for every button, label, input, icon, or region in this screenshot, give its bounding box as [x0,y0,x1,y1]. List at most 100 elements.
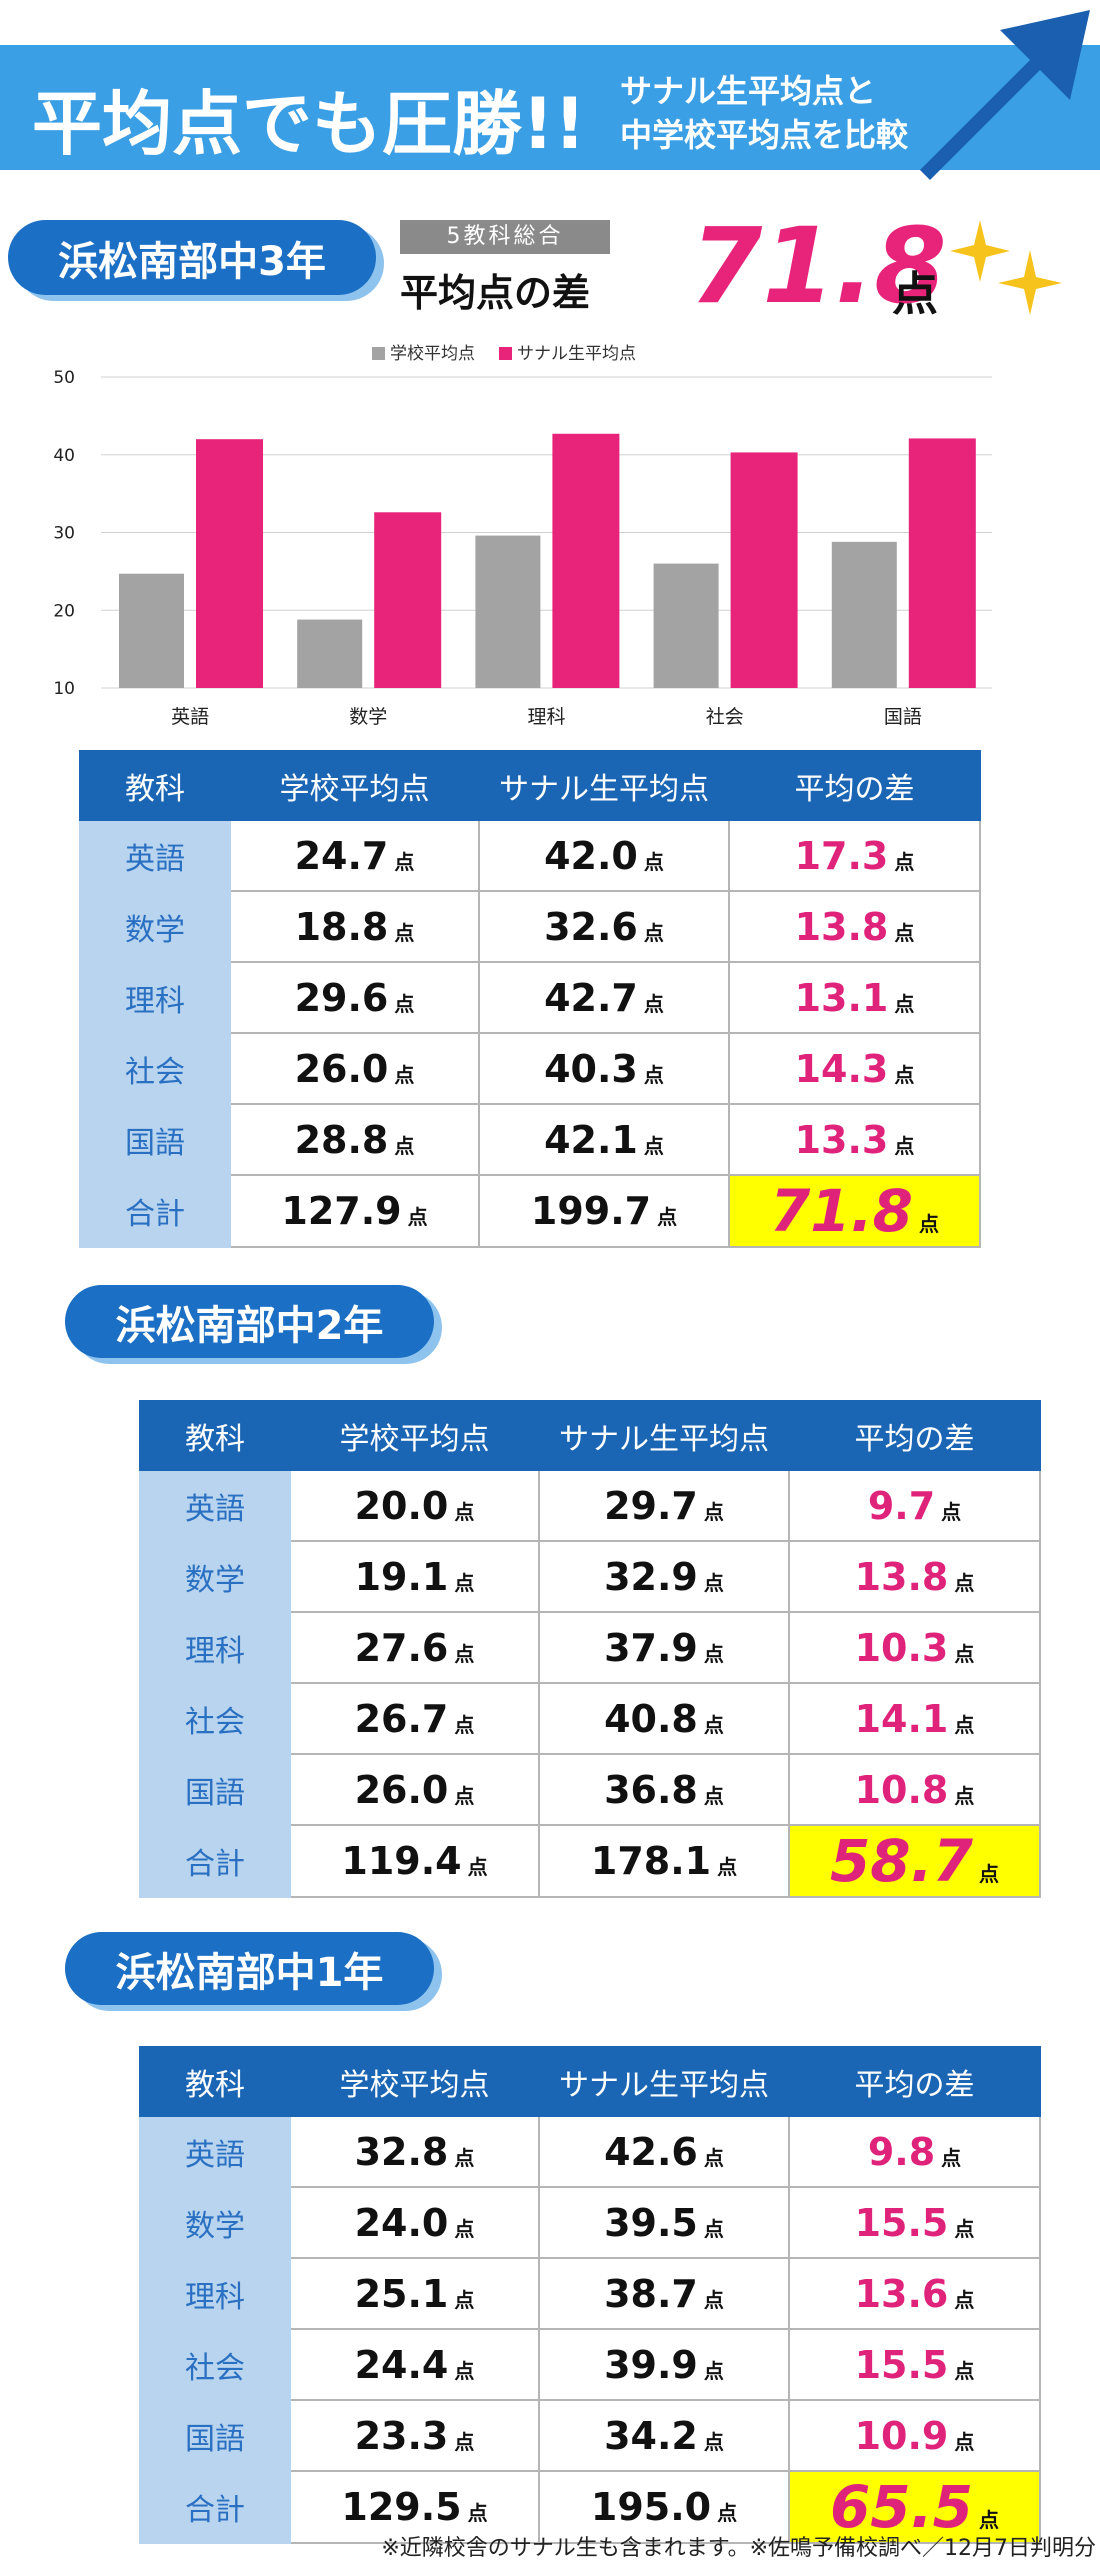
value: 37.9 [604,1625,698,1670]
value-cell: 10.8 点 [788,1753,1041,1826]
value: 129.5 [341,2485,462,2529]
y-tick-label: 50 [53,368,75,388]
unit: 点 [919,1212,940,1236]
value-cell: 10.3 点 [788,1611,1041,1684]
value-cell: 14.1 点 [788,1682,1041,1755]
value: 20.0 [354,1483,449,1528]
unit: 点 [703,1499,724,1524]
bar [552,433,620,688]
unit: 点 [954,1783,975,1808]
value: 24.7 [294,833,389,878]
unit: 点 [954,1712,975,1737]
unit: 点 [954,2358,975,2383]
value: 32.9 [604,1554,698,1599]
value: 17.3 [794,833,889,878]
value-cell: 36.8 点 [538,1753,790,1826]
unit: 点 [394,1062,415,1087]
value: 9.8 [867,2129,936,2174]
unit: 点 [703,2358,724,2383]
value-cell: 34.2 点 [538,2399,790,2472]
value: 27.6 [354,1625,449,1670]
subject-cell: 社会 [79,1032,231,1105]
score-table: 教科 学校平均点 サナル生平均点 平均の差 英語 32.8 点 42.6 点 9.8 点数学 24.0… [139,2046,1041,2544]
bar [475,535,541,688]
value-cell: 23.3 点 [289,2399,540,2472]
header-title: 平均点でも圧勝!! [32,83,586,165]
bar [908,438,976,688]
unit: 点 [954,2216,975,2241]
bar [653,563,719,688]
header-band [0,45,1100,170]
header-cell: 教科 [79,750,231,821]
header-cell: 平均の差 [728,750,981,821]
value: 39.9 [604,2342,698,2387]
x-tick-label: 数学 [349,706,387,728]
value-cell: 17.3 点 [728,819,981,892]
value-cell: 127.9 点 [229,1174,480,1248]
unit: 点 [454,1712,475,1737]
section-badge: 浜松南部中1年 [65,1932,434,2005]
x-tick-label: 英語 [171,706,209,728]
subject-cell: 英語 [139,2115,291,2188]
unit: 点 [454,2358,475,2383]
value-cell: 42.1 点 [478,1103,730,1176]
value-cell: 25.1 点 [289,2257,540,2330]
value-cell: 18.8 点 [229,890,480,963]
value: 13.8 [854,1554,949,1599]
value: 26.7 [354,1696,449,1741]
header-cell: 平均の差 [788,2046,1041,2117]
unit: 点 [954,1570,975,1595]
legend-swatch [499,347,512,360]
value: 32.8 [354,2129,449,2174]
value-cell: 39.5 点 [538,2186,790,2259]
value-cell: 119.4 点 [289,1824,540,1898]
value-cell: 65.5 点 [788,2470,1041,2544]
legend-swatch [372,347,385,360]
value-cell: 42.7 点 [478,961,730,1034]
value: 26.0 [294,1046,389,1091]
value-cell: 42.0 点 [478,819,730,892]
header-cell: サナル生平均点 [478,750,730,821]
unit: 点 [703,2287,724,2312]
value-cell: 26.0 点 [289,1753,540,1826]
subject-cell: 国語 [79,1103,231,1176]
value-cell: 195.0 点 [538,2470,790,2544]
subject-cell: 合計 [139,1824,291,1898]
value: 24.4 [354,2342,449,2387]
value: 65.5 [829,2473,974,2541]
value: 24.0 [354,2200,449,2245]
value-cell: 32.6 点 [478,890,730,963]
value: 58.7 [829,1827,974,1895]
value-cell: 129.5 点 [289,2470,540,2544]
score-table: 教科 学校平均点 サナル生平均点 平均の差 英語 24.7 点 42.0 点 17.3 点数学 18.… [79,750,981,1248]
y-tick-label: 40 [53,446,75,466]
unit: 点 [954,2287,975,2312]
header-subtitle: 中学校平均点を比較 [620,116,909,154]
header-cell: 学校平均点 [289,1400,540,1471]
value: 178.1 [590,1839,712,1883]
value: 14.1 [854,1696,949,1741]
bar [297,619,363,688]
unit: 点 [394,991,415,1016]
value-cell: 13.1 点 [728,961,981,1034]
unit: 点 [643,920,664,945]
value: 127.9 [281,1189,402,1233]
unit: 点 [941,1499,962,1524]
x-tick-label: 国語 [884,706,922,728]
value-cell: 178.1 点 [538,1824,790,1898]
value-cell: 29.7 点 [538,1469,790,1542]
unit: 点 [894,849,915,874]
subject-cell: 英語 [139,1469,291,1542]
unit: 点 [407,1205,428,1229]
value: 42.6 [604,2129,698,2174]
value: 13.1 [794,975,889,1020]
value: 23.3 [354,2413,449,2458]
value-cell: 32.8 点 [289,2115,540,2188]
unit: 点 [717,2501,738,2525]
unit: 点 [394,849,415,874]
subject-cell: 理科 [139,1611,291,1684]
bar [196,439,263,688]
value-cell: 40.8 点 [538,1682,790,1755]
unit: 点 [454,1641,475,1666]
